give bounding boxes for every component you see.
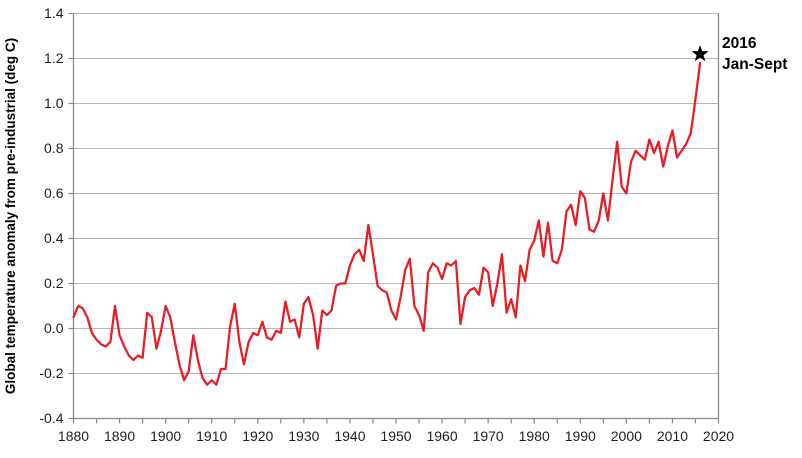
y-tick-label: 0.2	[44, 275, 64, 291]
y-tick-label: 0.4	[44, 230, 64, 246]
y-axis-title: Global temperature anomaly from pre-indu…	[3, 38, 18, 394]
y-tick-label: 0.6	[44, 185, 64, 201]
x-tick-label: 2010	[657, 428, 688, 444]
x-tick-label: 1900	[150, 428, 181, 444]
x-tick-label: 1890	[104, 428, 135, 444]
star-marker-icon	[691, 45, 709, 62]
axis-ticks	[68, 12, 720, 424]
axis-lines	[72, 13, 720, 420]
y-tick-label: 0.0	[44, 320, 64, 336]
y-tick-label: -0.4	[39, 410, 63, 426]
x-tick-label: 1990	[565, 428, 596, 444]
x-tick-label: 2020	[703, 428, 734, 444]
annotation-year: 2016	[722, 35, 757, 52]
x-tick-label: 1920	[242, 428, 273, 444]
axis-labels: -0.4 -0.2 0.0 0.2 0.4 0.6 0.8 1.0 1.2 1.4 1880 1890…	[39, 5, 734, 444]
y-tick-label: 1.2	[44, 50, 64, 66]
x-tick-label: 1880	[58, 428, 89, 444]
x-tick-label: 1960	[426, 428, 457, 444]
annotation-months: Jan-Sept	[722, 56, 787, 73]
y-tick-label: -0.2	[39, 365, 63, 381]
x-tick-label: 1910	[196, 428, 227, 444]
x-tick-label: 1980	[519, 428, 550, 444]
y-tick-label: 0.8	[44, 140, 64, 156]
y-tick-label: 1.0	[44, 95, 64, 111]
temperature-line	[72, 61, 702, 386]
x-tick-label: 2000	[611, 428, 642, 444]
x-tick-label: 1940	[334, 428, 365, 444]
x-tick-label: 1950	[380, 428, 411, 444]
gridlines	[73, 13, 719, 374]
y-tick-label: 1.4	[44, 5, 64, 21]
x-tick-label: 1970	[473, 428, 504, 444]
x-tick-label: 1930	[288, 428, 319, 444]
